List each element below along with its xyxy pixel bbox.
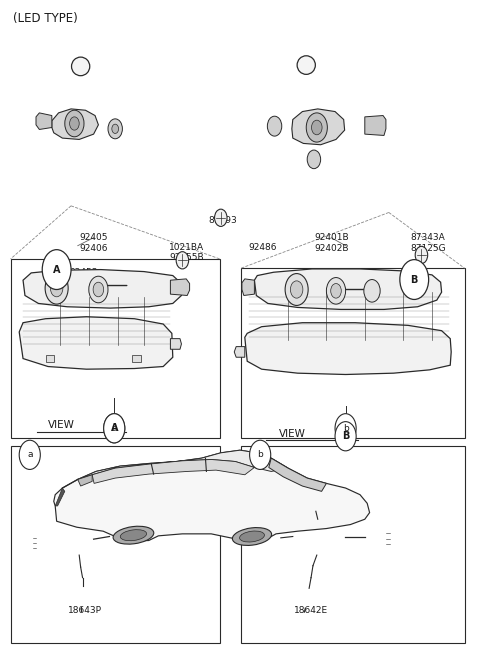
Circle shape [50,280,63,297]
Circle shape [215,209,227,226]
Text: (LED TYPE): (LED TYPE) [13,12,78,25]
Circle shape [176,252,189,269]
Polygon shape [78,450,288,479]
Circle shape [307,150,321,169]
Polygon shape [23,270,181,308]
Text: a: a [27,450,33,459]
Polygon shape [54,450,370,541]
Circle shape [108,119,122,139]
Circle shape [89,276,108,303]
Text: 92405
92406: 92405 92406 [79,233,108,253]
Text: A: A [53,264,60,275]
Text: B: B [342,431,349,442]
Text: 92450A: 92450A [300,499,334,508]
Polygon shape [365,116,386,135]
Polygon shape [170,339,181,349]
Bar [11,446,220,643]
Text: 92486: 92486 [249,243,277,252]
Polygon shape [245,323,451,374]
Text: 18642E: 18642E [294,606,328,616]
Polygon shape [92,459,254,483]
Circle shape [250,440,271,469]
Circle shape [290,281,303,298]
Text: VIEW: VIEW [48,420,74,430]
Polygon shape [269,458,326,491]
Text: VIEW: VIEW [279,428,306,439]
Ellipse shape [297,56,315,74]
Circle shape [335,422,356,451]
Polygon shape [292,109,345,145]
Bar [241,268,465,438]
Text: b: b [257,450,263,459]
Bar [11,259,220,438]
Circle shape [104,414,125,443]
Circle shape [331,284,341,298]
Ellipse shape [120,530,146,540]
Ellipse shape [72,57,90,76]
Polygon shape [52,109,98,139]
Bar [132,355,141,362]
Circle shape [335,414,356,443]
Bar [46,355,54,362]
Polygon shape [19,317,173,369]
Circle shape [326,278,346,304]
Polygon shape [36,113,52,129]
Circle shape [42,250,71,290]
Circle shape [400,260,429,299]
Text: 87343A
87125G: 87343A 87125G [410,233,446,253]
Circle shape [93,282,104,297]
Circle shape [364,280,380,302]
Ellipse shape [113,527,154,544]
Polygon shape [254,269,442,309]
Circle shape [415,246,428,264]
Text: 18643P: 18643P [69,606,102,616]
Circle shape [104,414,125,443]
Circle shape [285,274,308,305]
Text: B: B [410,274,418,285]
Bar [241,446,465,643]
Circle shape [312,120,322,135]
Circle shape [306,113,327,142]
Circle shape [267,116,282,136]
Circle shape [70,117,79,130]
Text: 87393: 87393 [209,216,238,225]
Circle shape [65,110,84,137]
Polygon shape [170,279,190,295]
Text: A: A [110,423,118,434]
Polygon shape [234,347,245,357]
Circle shape [19,440,40,469]
Polygon shape [242,279,254,295]
Polygon shape [55,488,65,506]
Circle shape [112,124,119,133]
Ellipse shape [240,531,264,542]
Circle shape [45,272,68,304]
Text: a: a [111,424,117,433]
Text: b: b [343,424,348,433]
Text: 92453
92454: 92453 92454 [70,268,98,288]
Text: 92401B
92402B: 92401B 92402B [314,233,348,253]
Text: 92451A: 92451A [72,499,106,508]
Ellipse shape [232,528,272,545]
Polygon shape [78,475,92,486]
Text: 1021BA
92455B: 1021BA 92455B [168,242,204,262]
